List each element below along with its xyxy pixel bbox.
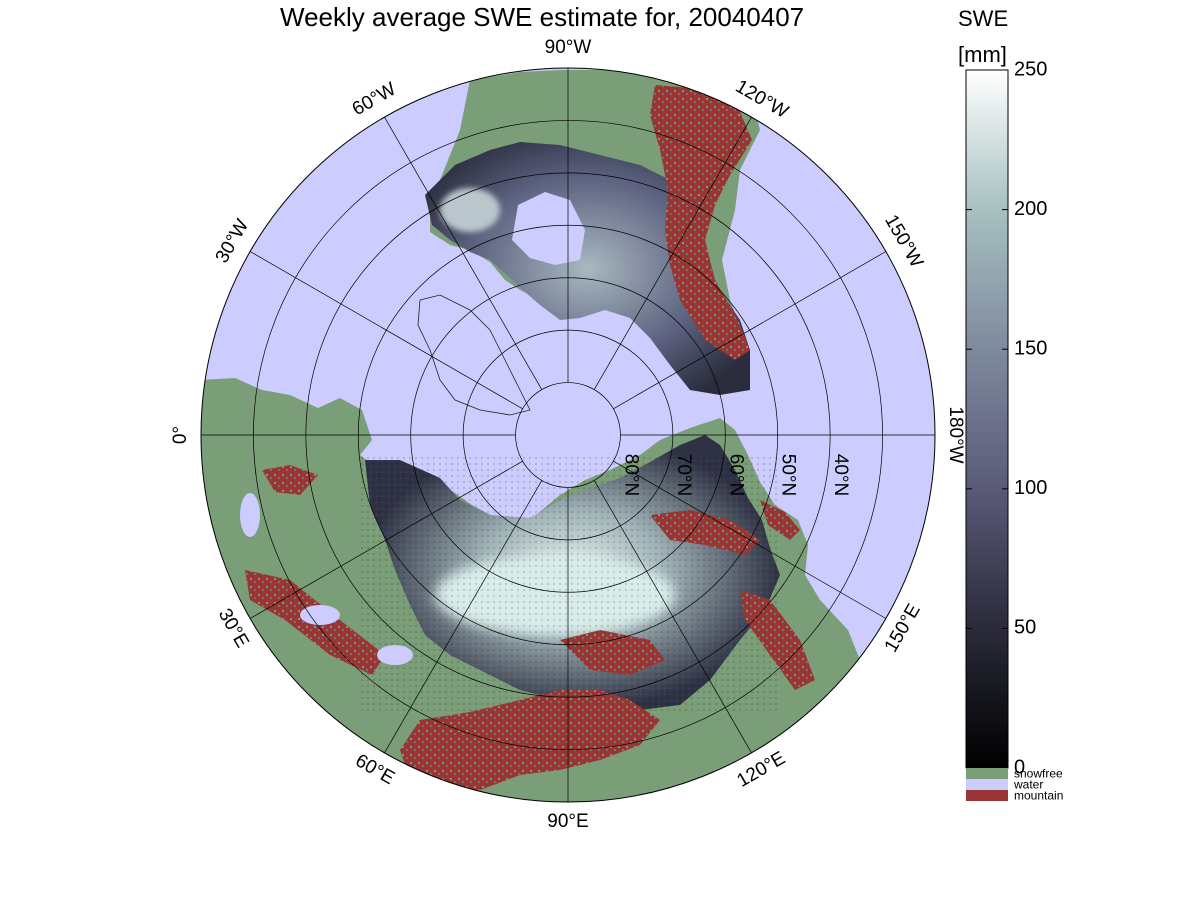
hudson-bay-water bbox=[512, 192, 585, 265]
latitude-label-lat-80n: 80°N bbox=[620, 454, 641, 496]
kamchatka-mountains bbox=[760, 500, 800, 540]
latitude-labels: 80°N 70°N 60°N 50°N 40°N bbox=[620, 454, 851, 496]
latitude-label-lat-40n: 40°N bbox=[830, 454, 851, 496]
legend-label-mountain: mountain bbox=[1014, 789, 1063, 803]
altai-sayan-mountains bbox=[560, 630, 665, 675]
legend-swatch-water bbox=[966, 779, 1008, 790]
north-america-swe-local-maximum bbox=[440, 188, 500, 232]
colorbar-gradient bbox=[965, 69, 1009, 769]
longitude-label-lon-0: 0° bbox=[170, 426, 191, 444]
colorbar-tick-label: 200 bbox=[1014, 198, 1047, 220]
colorbar-ticks: 0 50 100 150 200 250 bbox=[966, 58, 1047, 778]
graticule bbox=[201, 68, 935, 802]
meridian-lon-30e bbox=[249, 460, 523, 619]
colorbar-tick-label: 150 bbox=[1014, 337, 1047, 359]
colorbar-title: SWE bbox=[958, 6, 1008, 31]
black-sea bbox=[300, 605, 340, 625]
legend-label-snowfree: snowfree bbox=[1014, 767, 1063, 781]
swe-colorbar: SWE [mm] 0 50 100 150 200 250 snowfreewatermo… bbox=[958, 6, 1063, 803]
map-title: Weekly average SWE estimate for, 2004040… bbox=[280, 2, 805, 32]
greenland-outline bbox=[417, 294, 531, 416]
colorbar-tick-label: 0 bbox=[1014, 756, 1025, 778]
colorbar-tick-label: 250 bbox=[1014, 58, 1047, 80]
map-disc bbox=[201, 68, 935, 802]
meridian-lon-30w bbox=[249, 251, 523, 410]
eurasia-swe-texture bbox=[360, 455, 780, 715]
meridian-lon-60e bbox=[384, 480, 543, 754]
longitude-label-lon-90w: 90°W bbox=[545, 37, 592, 58]
scandinavian-mountains bbox=[262, 465, 318, 495]
meridian-lon-150e bbox=[613, 460, 887, 619]
east-siberia-mountains bbox=[650, 510, 760, 555]
map-boundary bbox=[200, 67, 936, 803]
meridian-lon-120w bbox=[593, 116, 752, 390]
meridian-lon-120e bbox=[593, 480, 752, 754]
baltic-sea bbox=[240, 493, 260, 537]
rocky-mountains bbox=[650, 85, 752, 360]
meridian-lon-60w bbox=[384, 116, 543, 390]
longitude-label-lon-90e: 90°E bbox=[547, 811, 588, 832]
latitude-label-lat-70n: 70°N bbox=[673, 454, 694, 496]
legend-swatch-snowfree bbox=[966, 768, 1008, 779]
latitude-label-lat-50n: 50°N bbox=[778, 454, 799, 496]
colorbar-unit: [mm] bbox=[958, 42, 1007, 67]
caspian-sea bbox=[377, 645, 413, 665]
legend-swatch-mountain bbox=[966, 790, 1008, 801]
colorbar-tick-label: 100 bbox=[1014, 477, 1047, 499]
central-asia-mountains bbox=[400, 690, 660, 800]
legend-label-water: water bbox=[1013, 778, 1043, 792]
longitude-label-lon-180w: 180°W bbox=[945, 406, 966, 463]
latitude-label-lat-60n: 60°N bbox=[725, 454, 746, 496]
colorbar-tick-label: 50 bbox=[1014, 617, 1036, 639]
meridian-lon-150w bbox=[613, 251, 887, 410]
